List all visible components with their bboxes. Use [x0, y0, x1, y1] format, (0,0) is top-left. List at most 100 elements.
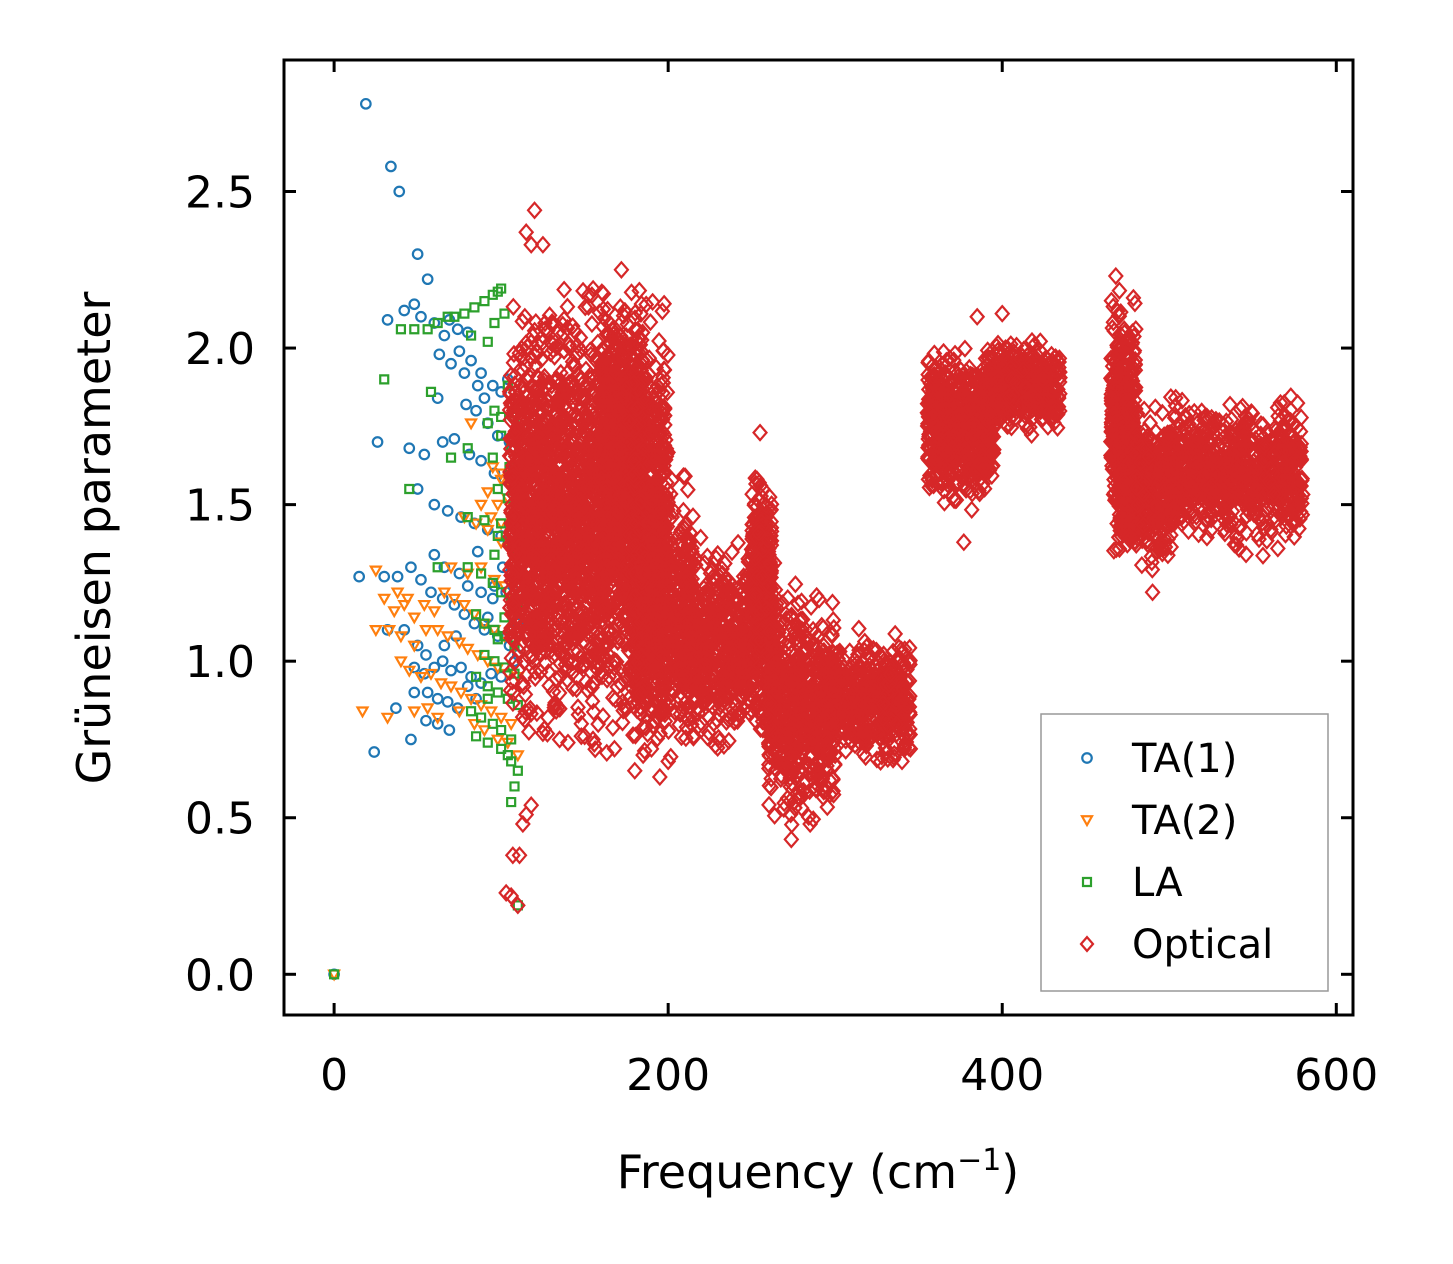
data-point	[651, 331, 667, 351]
data-point	[440, 631, 455, 644]
data-point	[492, 483, 503, 495]
data-point	[490, 734, 505, 747]
data-point	[465, 706, 477, 717]
data-point	[368, 565, 383, 578]
data-point	[489, 656, 500, 667]
data-point	[359, 97, 372, 110]
data-point	[407, 640, 422, 653]
data-point	[387, 606, 402, 619]
data-point	[489, 317, 500, 329]
data-point	[421, 273, 434, 286]
data-point	[556, 280, 573, 299]
data-point	[637, 718, 654, 737]
data-point	[479, 618, 490, 629]
data-point	[403, 442, 416, 455]
data-point	[492, 530, 503, 542]
data-point	[478, 624, 491, 636]
data-point	[431, 392, 444, 405]
data-point	[455, 661, 467, 674]
data-point	[433, 348, 446, 361]
data-point	[506, 756, 517, 767]
data-point	[656, 360, 672, 379]
data-point	[474, 700, 488, 713]
series-optical	[498, 201, 1311, 915]
data-point	[424, 668, 438, 681]
data-point	[571, 568, 588, 587]
data-point	[385, 160, 397, 173]
data-point	[379, 374, 390, 385]
data-point	[522, 699, 539, 718]
data-point	[613, 675, 630, 694]
data-point	[504, 718, 519, 732]
data-point	[659, 345, 676, 365]
data-point	[480, 524, 495, 537]
data-point	[470, 731, 482, 742]
data-point	[527, 312, 544, 332]
data-point	[584, 692, 601, 711]
data-point	[449, 311, 460, 322]
data-point	[478, 392, 491, 405]
data-point	[442, 311, 453, 322]
data-point	[428, 498, 441, 511]
data-point	[479, 295, 490, 307]
data-point	[480, 487, 495, 500]
data-point	[464, 418, 478, 431]
data-point	[490, 499, 505, 512]
data-point	[462, 562, 473, 573]
data-point	[471, 379, 484, 392]
data-point	[527, 662, 544, 682]
data-point	[382, 625, 397, 638]
data-point	[489, 405, 500, 416]
data-point	[474, 562, 488, 575]
data-point	[395, 324, 407, 335]
data-point	[445, 452, 457, 463]
data-points-layer	[327, 97, 1311, 982]
data-point	[425, 586, 437, 599]
data-point	[460, 568, 475, 581]
data-point	[582, 572, 599, 591]
data-point	[625, 726, 641, 745]
data-point	[492, 634, 503, 645]
data-point	[454, 687, 468, 700]
data-point	[482, 693, 493, 704]
data-point	[355, 706, 370, 719]
data-point	[514, 378, 531, 397]
data-point	[437, 587, 452, 600]
data-point	[380, 712, 395, 725]
data-point	[564, 352, 581, 371]
data-point	[463, 448, 476, 461]
data-point	[452, 706, 467, 719]
data-point	[646, 381, 663, 400]
data-point	[539, 724, 556, 743]
data-point	[592, 640, 609, 659]
data-point	[544, 315, 560, 334]
data-point	[405, 561, 417, 574]
data-point	[390, 702, 402, 714]
data-point	[470, 609, 482, 620]
data-point	[434, 678, 448, 691]
data-point	[461, 580, 474, 592]
data-point	[501, 663, 518, 682]
data-point	[554, 315, 571, 334]
data-point	[391, 570, 404, 583]
data-point	[443, 724, 456, 736]
data-point	[394, 631, 408, 644]
data-point	[575, 387, 592, 406]
data-point	[415, 310, 427, 323]
data-point	[509, 781, 520, 792]
data-point	[425, 386, 437, 398]
data-point	[537, 320, 553, 339]
data-point	[409, 324, 420, 335]
data-point	[377, 593, 392, 606]
data-point	[568, 679, 585, 699]
data-point	[499, 308, 510, 319]
data-point	[408, 686, 421, 699]
data-point	[484, 706, 499, 719]
data-point	[486, 379, 499, 392]
data-point	[459, 308, 470, 319]
data-point	[475, 586, 487, 599]
data-point	[636, 741, 653, 761]
data-point	[574, 603, 590, 622]
data-point	[504, 672, 521, 691]
